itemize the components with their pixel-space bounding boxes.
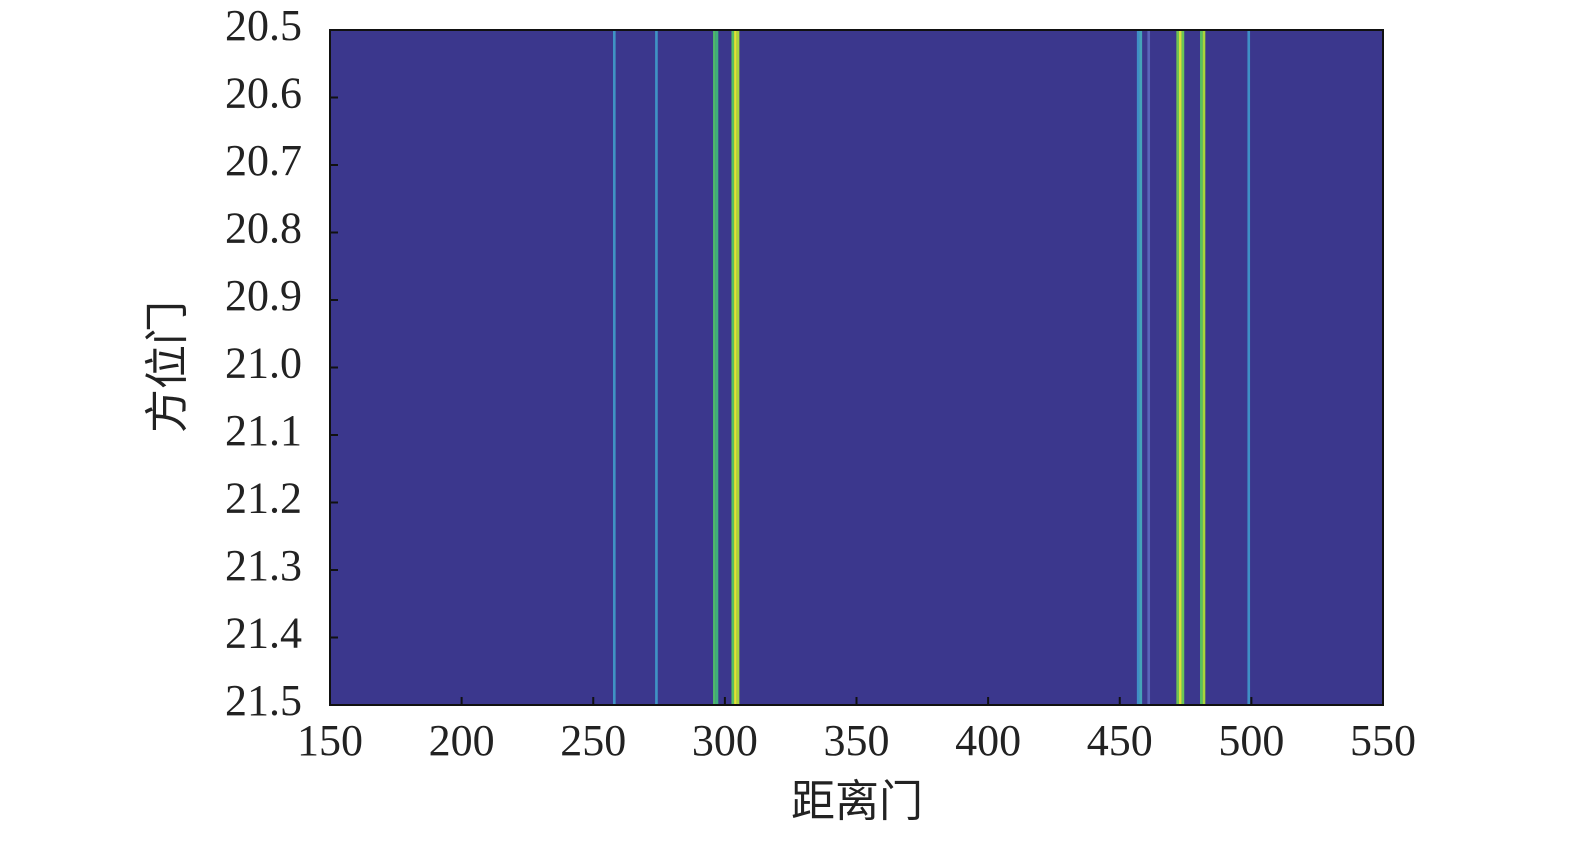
y-tick-label: 20.7	[225, 136, 302, 185]
stripe	[612, 30, 616, 705]
y-tick-label: 21.1	[225, 406, 302, 455]
stripe	[655, 30, 658, 705]
stripe	[731, 30, 735, 705]
x-tick-label: 500	[1218, 716, 1284, 765]
y-tick-label: 21.3	[225, 541, 302, 590]
stripe	[1200, 30, 1203, 705]
stripe	[736, 30, 740, 705]
stripe	[1247, 30, 1251, 705]
stripe	[715, 30, 719, 705]
x-tick-label: 550	[1350, 716, 1416, 765]
y-tick-label: 20.6	[225, 69, 302, 118]
stripe	[1178, 30, 1182, 705]
stripe	[734, 30, 737, 705]
x-tick-label: 350	[824, 716, 890, 765]
y-tick-label: 20.8	[225, 204, 302, 253]
y-axis-label: 方位门	[143, 301, 192, 433]
stripe	[1202, 30, 1206, 705]
stripe	[1147, 30, 1151, 705]
x-tick-label: 150	[297, 716, 363, 765]
x-axis-label: 距离门	[791, 777, 923, 826]
y-tick-label: 21.5	[225, 676, 302, 725]
y-tick-label: 21.0	[225, 339, 302, 388]
x-tick-label: 400	[955, 716, 1021, 765]
y-tick-label: 21.2	[225, 474, 302, 523]
plot-area	[330, 30, 1383, 705]
x-tick-label: 450	[1087, 716, 1153, 765]
stripe	[713, 30, 716, 705]
x-tick-label: 250	[560, 716, 626, 765]
stripe	[1181, 30, 1185, 705]
y-tick-label: 20.9	[225, 271, 302, 320]
y-tick-label: 21.4	[225, 609, 302, 658]
x-tick-label: 200	[429, 716, 495, 765]
stripe	[1176, 30, 1179, 705]
x-tick-label: 300	[692, 716, 758, 765]
stripe	[1136, 30, 1140, 705]
stripe	[1139, 30, 1143, 705]
y-tick-label: 20.5	[225, 1, 302, 50]
